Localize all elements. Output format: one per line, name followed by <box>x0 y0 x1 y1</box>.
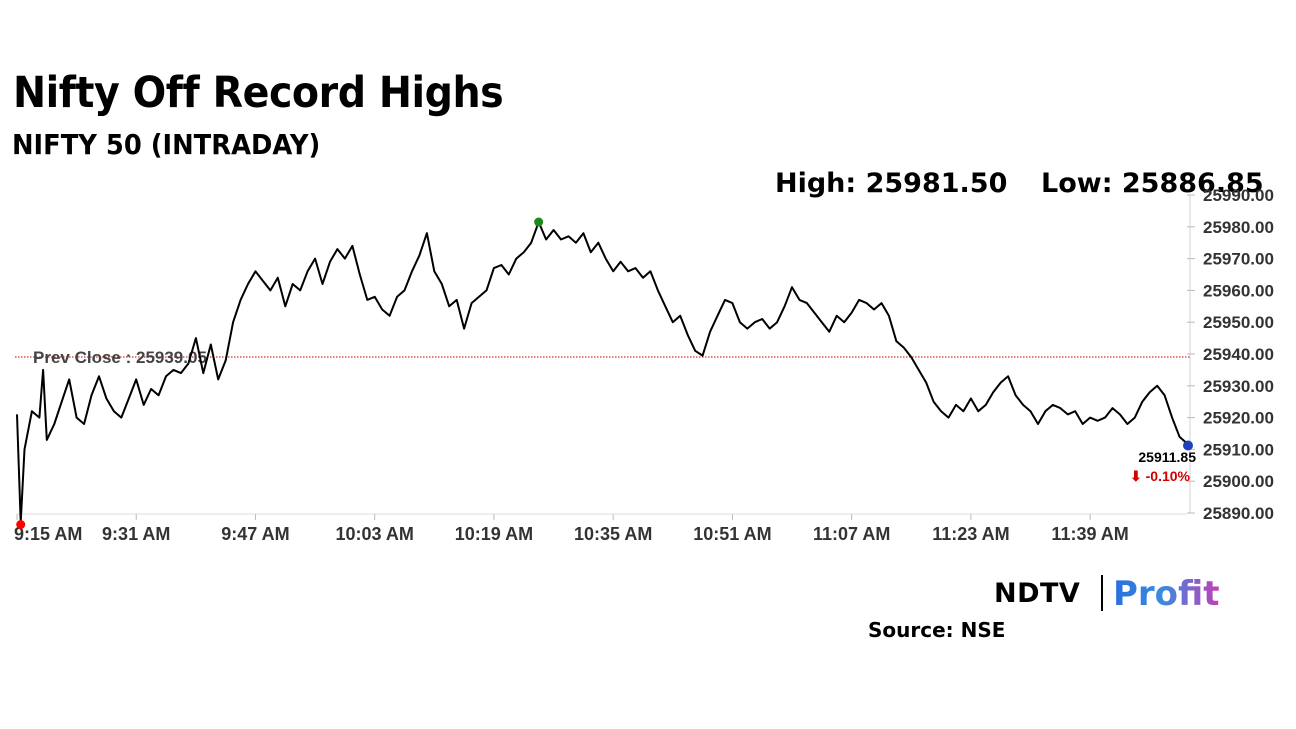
x-tick-label: 9:47 AM <box>221 524 289 544</box>
y-tick-label: 25930.00 <box>1203 377 1274 396</box>
brand-profit: Profit <box>1113 574 1220 614</box>
x-tick-label: 10:03 AM <box>336 524 414 544</box>
price-line <box>16 221 1188 524</box>
low-stat: Low: 25886.85 <box>1041 168 1264 199</box>
high-marker <box>534 217 544 227</box>
page-title: Nifty Off Record Highs <box>13 68 504 118</box>
y-tick-label: 25950.00 <box>1203 313 1274 332</box>
y-tick-label: 25970.00 <box>1203 250 1274 269</box>
source-note: Source: NSE <box>868 618 1006 642</box>
last-value-label: 25911.85 <box>1138 449 1196 465</box>
y-tick-label: 25940.00 <box>1203 345 1274 364</box>
x-tick-label: 10:51 AM <box>693 524 771 544</box>
y-tick-label: 25960.00 <box>1203 281 1274 300</box>
y-tick-label: 25890.00 <box>1203 504 1274 523</box>
x-tick-label: 9:31 AM <box>102 524 170 544</box>
low-marker <box>16 520 26 530</box>
high-stat: High: 25981.50 <box>775 168 1008 199</box>
x-tick-label: 11:23 AM <box>932 524 1009 544</box>
y-tick-label: 25900.00 <box>1203 472 1274 491</box>
y-tick-label: 25990.00 <box>1203 186 1274 205</box>
x-tick-label: 10:19 AM <box>455 524 533 544</box>
prev-close-label: Prev Close : 25939.05 <box>33 348 207 367</box>
y-axis: 25890.00 25900.00 25910.00 25920.00 25930.00… <box>1187 186 1274 523</box>
change-label: ⬇ -0.10% <box>1130 468 1191 484</box>
brand-divider <box>1101 575 1103 611</box>
y-tick-label: 25920.00 <box>1203 409 1274 428</box>
x-axis: 9:15 AM 9:31 AM 9:47 AM 10:03 AM 10:19 AM 10:… <box>14 513 1187 544</box>
x-tick-label: 11:07 AM <box>813 524 890 544</box>
y-tick-label: 25910.00 <box>1203 440 1274 459</box>
x-tick-label: 11:39 AM <box>1051 524 1128 544</box>
brand-ndtv: NDTV <box>994 578 1081 609</box>
y-tick-label: 25980.00 <box>1203 218 1274 237</box>
x-tick-label: 10:35 AM <box>574 524 652 544</box>
x-tick-label: 9:15 AM <box>14 524 82 544</box>
last-marker <box>1183 440 1193 451</box>
chart-subtitle: NIFTY 50 (INTRADAY) <box>12 128 321 161</box>
